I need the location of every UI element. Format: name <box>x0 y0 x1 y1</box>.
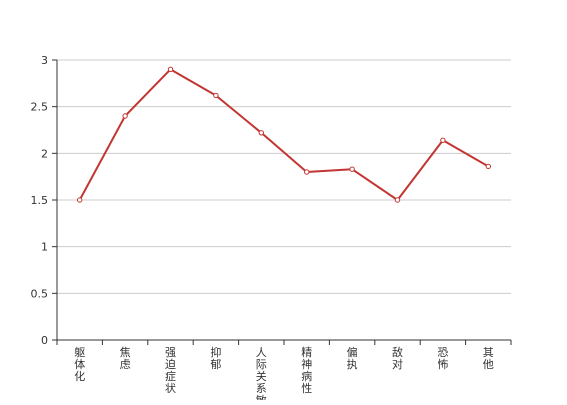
x-axis-ticks: 躯体化 焦虑 强迫症状 抑郁 人际关系敏感 精神病性 偏执 敌对 恐怖 其他 <box>56 340 512 405</box>
y-tick-label: 0 <box>41 334 48 347</box>
data-point <box>258 130 264 136</box>
data-point <box>77 197 83 203</box>
data-point <box>167 66 174 73</box>
data-points <box>77 66 491 203</box>
grid-lines <box>57 59 511 294</box>
x-category-label: 人际关系敏感 <box>256 346 267 400</box>
data-point <box>349 166 355 172</box>
data-point <box>304 169 310 175</box>
x-category-label: 敌对 <box>392 345 403 371</box>
x-category-label: 恐怖 <box>437 346 448 371</box>
x-category-label: 偏执 <box>347 345 358 371</box>
x-category-label: 焦虑 <box>120 346 131 371</box>
x-category-label: 抑郁 <box>210 345 221 371</box>
y-axis-ticks: 0 0.5 1 1.5 2 2.5 3 <box>31 54 57 347</box>
y-tick-label: 0.5 <box>31 287 49 300</box>
x-category-label: 精神病性 <box>301 346 312 395</box>
data-point <box>122 113 128 119</box>
data-point <box>485 163 491 170</box>
x-category-label: 躯体化 <box>74 346 85 383</box>
y-tick-label: 2 <box>41 147 48 160</box>
data-point <box>394 197 401 203</box>
x-category-label: 强迫症状 <box>165 346 176 395</box>
y-tick-label: 2.5 <box>31 101 49 114</box>
y-tick-label: 1.5 <box>31 194 49 207</box>
y-tick-label: 3 <box>41 54 48 67</box>
data-point <box>213 92 219 99</box>
series <box>78 68 489 201</box>
x-category-label: 其他 <box>483 346 494 371</box>
y-tick-label: 1 <box>41 241 48 254</box>
data-point <box>440 137 446 143</box>
series-line <box>78 68 489 201</box>
